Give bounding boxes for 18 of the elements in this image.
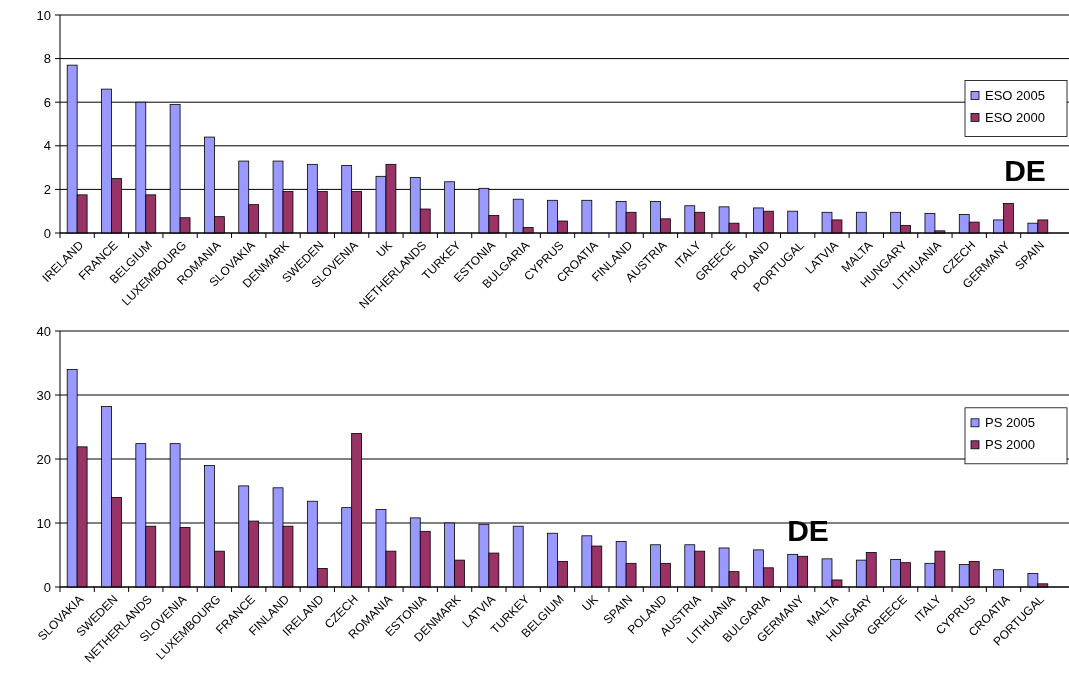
annotation: DE bbox=[1004, 153, 1046, 187]
legend-label: PS 2000 bbox=[985, 437, 1035, 453]
y-tick-label: 10 bbox=[36, 7, 51, 23]
annotation: DE bbox=[787, 513, 829, 547]
y-tick-label: 30 bbox=[36, 387, 51, 403]
legend-label: ESO 2000 bbox=[985, 109, 1045, 125]
x-tick-label: UK bbox=[579, 592, 601, 614]
y-tick-label: 4 bbox=[43, 138, 51, 154]
y-tick-label: 20 bbox=[36, 451, 51, 467]
y-tick-label: 8 bbox=[43, 51, 51, 67]
y-tick-label: 0 bbox=[43, 225, 51, 241]
y-tick-label: 40 bbox=[36, 323, 51, 339]
y-tick-label: 2 bbox=[43, 181, 51, 197]
y-tick-label: 0 bbox=[43, 579, 51, 595]
y-tick-label: 10 bbox=[36, 515, 51, 531]
legend-label: PS 2005 bbox=[985, 415, 1035, 431]
y-tick-label: 6 bbox=[43, 94, 51, 110]
legend-label: ESO 2005 bbox=[985, 87, 1045, 103]
